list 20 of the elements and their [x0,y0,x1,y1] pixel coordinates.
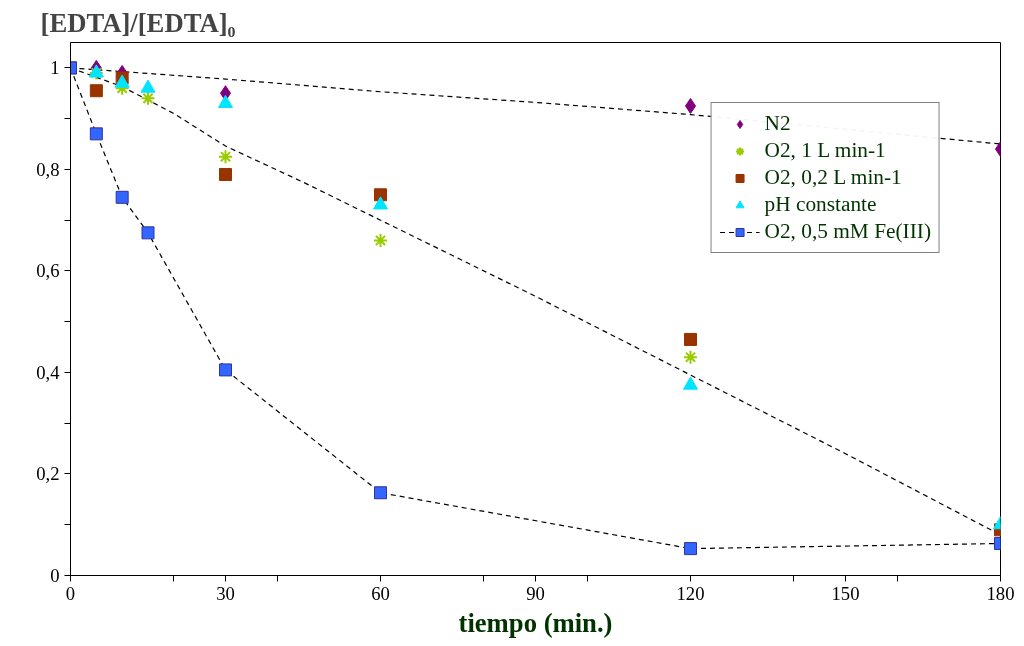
x-tick-label: 60 [371,582,390,604]
x-tick-label: 180 [986,582,1015,604]
y-tick-label: 0,2 [36,463,60,485]
y-axis-title: [EDTA]/[EDTA]₀ [40,7,236,38]
legend-label: O2, 1 L min-1 [764,138,886,163]
x-axis-title: tiempo (min.) [458,607,613,638]
x-tick-label: 90 [526,582,545,604]
legend-label: pH constante [764,192,877,217]
legend-label: N2 [764,111,791,136]
y-tick-label: 0,4 [36,361,61,383]
x-tick-label: 150 [831,582,860,604]
legend-label: O2, 0,5 mM Fe(III) [764,219,931,244]
y-tick-label: 0,8 [36,158,60,180]
y-tick-label: 0,6 [36,260,60,282]
x-tick-label: 30 [216,582,235,604]
legend-label: O2, 0,2 L min-1 [764,165,902,190]
y-tick-label: 1 [50,57,60,79]
x-tick-label: 120 [676,582,705,604]
x-tick-label: 0 [65,582,76,604]
y-tick-label: 0 [50,565,60,586]
